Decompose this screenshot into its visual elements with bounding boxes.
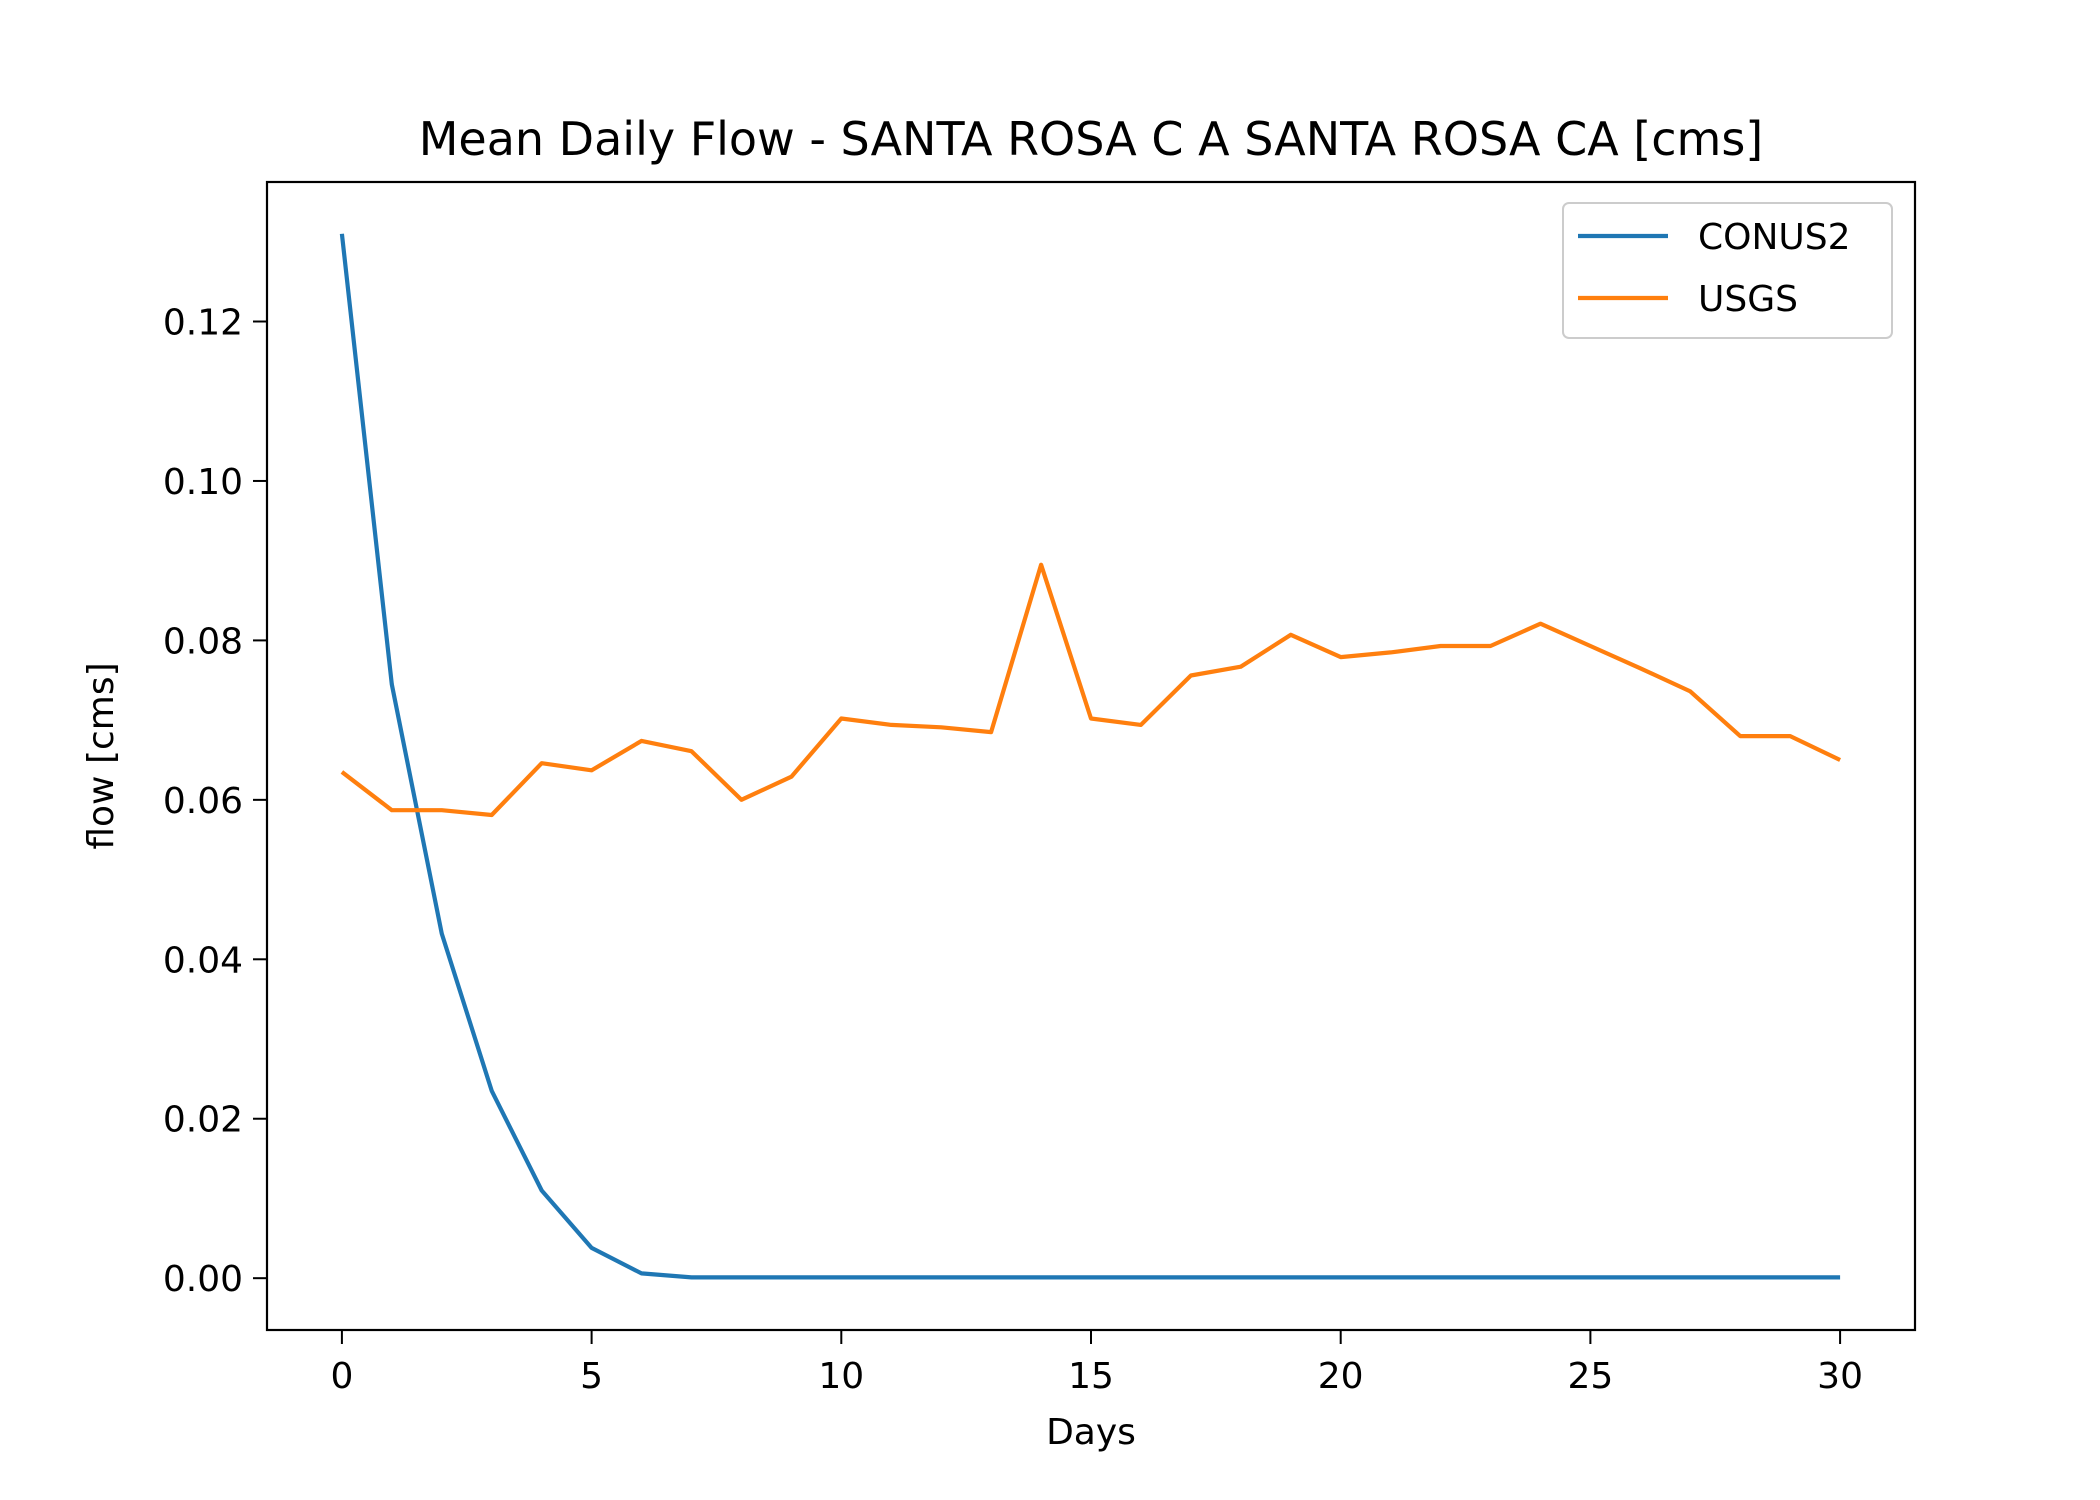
legend: CONUS2 USGS [1562,202,1893,339]
y-tick-label: 0.02 [163,1100,243,1141]
y-axis-label: flow [cms] [81,662,122,849]
x-tick-label: 25 [1567,1356,1613,1397]
x-tick-label: 5 [580,1356,603,1397]
x-tick-label: 10 [818,1356,864,1397]
y-tick-label: 0.08 [163,621,243,662]
y-axis: 0.00 0.02 0.04 0.06 0.08 0.10 0.12 [163,303,267,1300]
x-tick-label: 15 [1068,1356,1114,1397]
y-tick-label: 0.06 [163,781,243,822]
x-axis: 0 5 10 15 20 25 30 [330,1330,1863,1397]
series-line-conus2 [339,233,1841,1280]
y-tick-label: 0.04 [163,940,243,981]
y-tick-label: 0.12 [163,303,243,344]
series-layer [339,233,1842,1280]
series-line-usgs [340,562,1842,818]
chart-title: Mean Daily Flow - SANTA ROSA C A SANTA R… [419,112,1764,166]
legend-label-conus2: CONUS2 [1698,217,1851,258]
y-tick-label: 0.00 [163,1259,243,1300]
y-tick-label: 0.10 [163,462,243,503]
x-tick-label: 30 [1817,1356,1863,1397]
x-tick-label: 20 [1318,1356,1364,1397]
legend-label-usgs: USGS [1698,279,1798,320]
x-axis-label: Days [1046,1412,1136,1453]
x-tick-label: 0 [330,1356,353,1397]
